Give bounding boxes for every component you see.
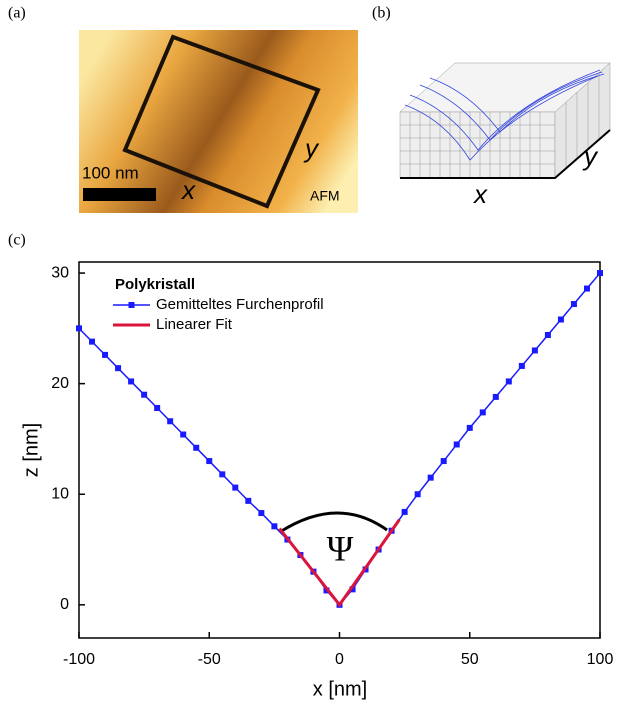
data-point — [544, 331, 551, 338]
data-point — [167, 418, 174, 425]
axis-x-label: x — [472, 179, 488, 209]
axis-y-label: y — [303, 133, 320, 163]
data-point — [141, 391, 148, 398]
panel-label: (b) — [372, 5, 391, 22]
data-point — [76, 325, 82, 332]
x-tick-label: 50 — [461, 651, 479, 668]
data-point — [597, 270, 603, 277]
data-point — [206, 458, 213, 465]
data-point — [440, 458, 447, 465]
legend-label: Linearer Fit — [156, 316, 233, 333]
panel-label: (a) — [8, 5, 26, 22]
axis-x-label: x — [180, 175, 196, 205]
y-tick-label: 30 — [51, 264, 69, 281]
afm-tag: AFM — [310, 188, 340, 204]
data-point — [258, 510, 265, 517]
x-axis-label: x [nm] — [313, 678, 367, 700]
data-point — [557, 316, 564, 323]
afm-image — [79, 30, 358, 213]
legend-label: Gemitteltes Furchenprofil — [156, 296, 324, 313]
panel-label: (c) — [8, 232, 26, 249]
data-point — [518, 362, 525, 369]
scale-bar — [83, 188, 156, 201]
y-tick-label: 0 — [60, 596, 69, 613]
angle-label: Ψ — [327, 528, 354, 568]
data-point — [232, 484, 239, 491]
data-point — [453, 441, 460, 448]
data-point — [115, 365, 122, 372]
legend-marker — [128, 302, 135, 308]
angle-arc — [279, 511, 388, 534]
data-point — [180, 431, 187, 438]
surface-plot — [399, 62, 611, 179]
axis-y-label: y — [582, 141, 599, 171]
data-point — [89, 338, 96, 345]
data-point — [401, 508, 408, 515]
data-point — [414, 491, 421, 498]
data-point — [245, 497, 252, 504]
data-point — [570, 301, 577, 308]
data-point — [427, 474, 434, 481]
data-point — [466, 424, 473, 431]
data-point — [193, 444, 200, 451]
y-tick-label: 10 — [51, 485, 69, 502]
series-line — [278, 518, 401, 608]
scan-frame — [122, 34, 321, 209]
data-point — [583, 285, 590, 292]
data-point — [492, 393, 499, 400]
x-tick-label: 0 — [335, 651, 344, 668]
data-point — [479, 409, 486, 416]
data-point — [102, 351, 109, 358]
data-point — [271, 523, 278, 530]
x-tick-label: 100 — [587, 651, 614, 668]
data-point — [154, 404, 161, 411]
data-point — [531, 347, 538, 354]
data-point — [505, 378, 512, 385]
x-tick-label: -100 — [63, 651, 95, 668]
data-point — [349, 586, 356, 593]
y-tick-label: 20 — [51, 375, 69, 392]
data-point — [128, 378, 135, 385]
legend-title: Polykristall — [115, 276, 195, 293]
data-point — [219, 471, 226, 478]
scale-bar-label: 100 nm — [82, 163, 139, 182]
x-tick-label: -50 — [198, 651, 221, 668]
y-axis-label: z [nm] — [20, 423, 42, 477]
